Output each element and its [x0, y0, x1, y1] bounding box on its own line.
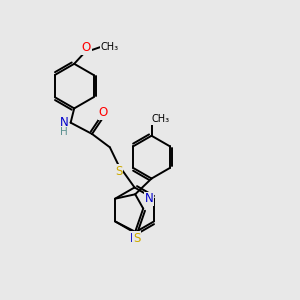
Text: O: O [99, 106, 108, 119]
Text: H: H [60, 127, 68, 136]
Text: CH₃: CH₃ [152, 114, 170, 124]
Text: N: N [144, 192, 153, 205]
Text: S: S [115, 165, 122, 178]
Text: N: N [130, 232, 139, 245]
Text: CH₃: CH₃ [101, 42, 119, 52]
Text: S: S [133, 232, 140, 245]
Text: O: O [82, 41, 91, 54]
Text: N: N [60, 116, 68, 129]
